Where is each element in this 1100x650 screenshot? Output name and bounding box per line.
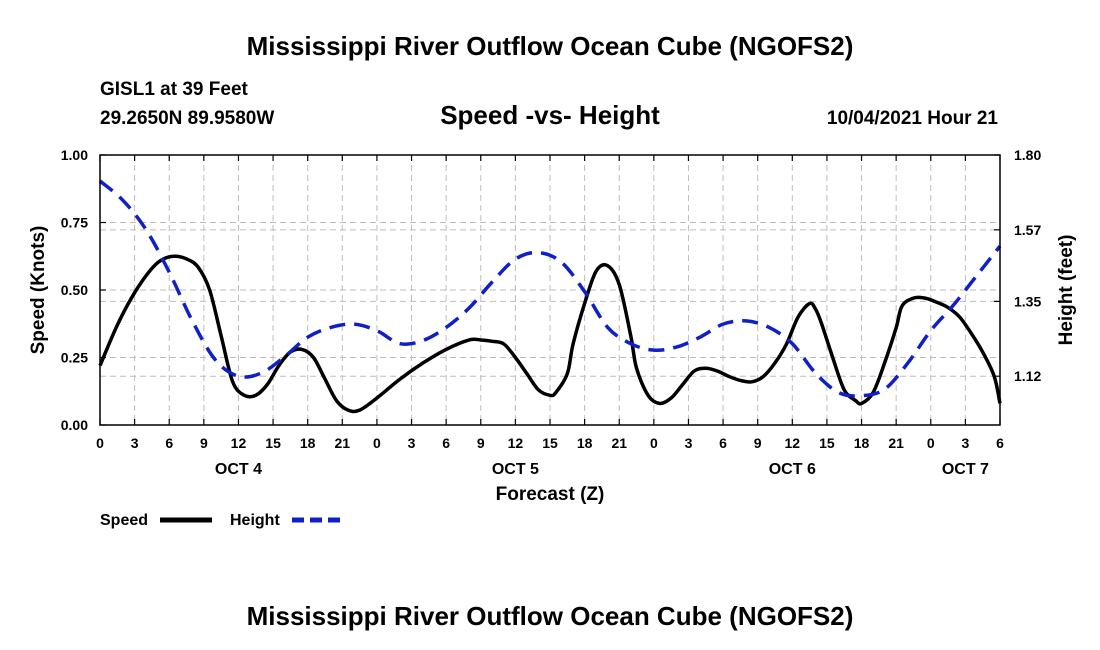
x-tick-label: 21 bbox=[611, 435, 627, 451]
legend-speed-label: Speed bbox=[100, 512, 148, 529]
x-tick-label: 15 bbox=[265, 435, 281, 451]
footer-title: Mississippi River Outflow Ocean Cube (NG… bbox=[247, 601, 854, 631]
legend-height-label: Height bbox=[230, 512, 280, 529]
x-tick-label: 21 bbox=[335, 435, 351, 451]
x-tick-label: 3 bbox=[131, 435, 139, 451]
x-tick-label: 0 bbox=[650, 435, 658, 451]
station-coords: 29.2650N 89.9580W bbox=[100, 108, 274, 129]
y2-tick-label: 1.12 bbox=[1014, 368, 1041, 384]
chart-subtitle: Speed -vs- Height bbox=[440, 100, 660, 130]
x-tick-label: 9 bbox=[200, 435, 208, 451]
x-tick-label: 12 bbox=[231, 435, 247, 451]
x-day-label: OCT 6 bbox=[769, 461, 816, 478]
x-day-label: OCT 5 bbox=[492, 461, 539, 478]
y2-axis-label: Height (feet) bbox=[1056, 235, 1077, 346]
x-tick-label: 6 bbox=[165, 435, 173, 451]
x-tick-label: 3 bbox=[961, 435, 969, 451]
x-tick-label: 12 bbox=[785, 435, 801, 451]
y-axis-label: Speed (Knots) bbox=[28, 226, 49, 355]
x-tick-label: 15 bbox=[542, 435, 558, 451]
x-tick-label: 3 bbox=[685, 435, 693, 451]
x-day-label: OCT 7 bbox=[942, 461, 989, 478]
y-tick-label: 0.75 bbox=[61, 215, 88, 231]
x-tick-label: 6 bbox=[442, 435, 450, 451]
x-day-label: OCT 4 bbox=[215, 461, 262, 478]
x-tick-label: 18 bbox=[854, 435, 870, 451]
series-layer bbox=[98, 179, 1002, 414]
x-axis-label: Forecast (Z) bbox=[496, 484, 605, 505]
x-tick-label: 6 bbox=[996, 435, 1004, 451]
y-tick-label: 1.00 bbox=[61, 147, 88, 163]
y2-tick-label: 1.80 bbox=[1014, 147, 1041, 163]
x-tick-label: 0 bbox=[373, 435, 381, 451]
series-line-height bbox=[98, 179, 1002, 398]
chart-title: Mississippi River Outflow Ocean Cube (NG… bbox=[247, 31, 854, 61]
y-tick-label: 0.00 bbox=[61, 417, 88, 433]
x-tick-label: 6 bbox=[719, 435, 727, 451]
y2-tick-label: 1.35 bbox=[1014, 293, 1041, 309]
forecast-datetime: 10/04/2021 Hour 21 bbox=[827, 108, 999, 129]
x-tick-label: 9 bbox=[754, 435, 762, 451]
series-line-speed bbox=[98, 254, 1002, 414]
x-tick-label: 21 bbox=[888, 435, 904, 451]
y-tick-label: 0.50 bbox=[61, 282, 88, 298]
x-tick-label: 18 bbox=[300, 435, 316, 451]
x-tick-label: 15 bbox=[819, 435, 835, 451]
x-tick-label: 0 bbox=[927, 435, 935, 451]
y-tick-label: 0.25 bbox=[61, 350, 88, 366]
legend: Speed Height bbox=[100, 512, 342, 529]
x-tick-label: 18 bbox=[577, 435, 593, 451]
x-tick-label: 9 bbox=[477, 435, 485, 451]
y2-tick-label: 1.57 bbox=[1014, 222, 1041, 238]
x-tick-label: 0 bbox=[96, 435, 104, 451]
axis-ticks: 0 3 6 9 12 15 18 21 0 3 6 9 12 15 18 21 0 3 6 9 12 15 18 21 0 3 6 0… bbox=[61, 147, 1042, 478]
x-tick-label: 12 bbox=[508, 435, 524, 451]
station-label: GISL1 at 39 Feet bbox=[100, 79, 249, 100]
x-tick-label: 3 bbox=[408, 435, 416, 451]
